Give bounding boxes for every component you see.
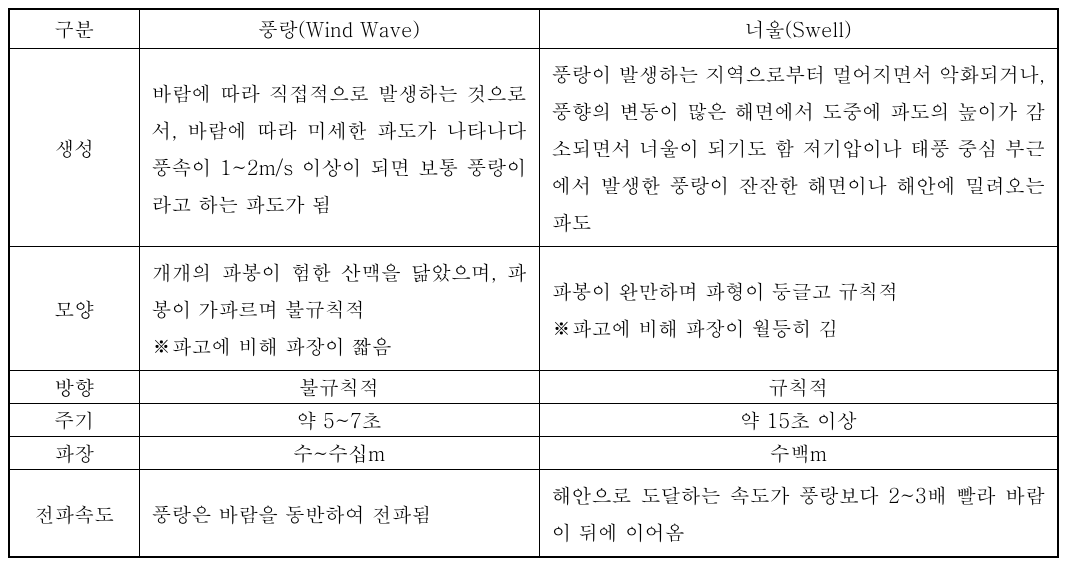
row-propagation: 전파속도 풍랑은 바람을 동반하여 전파됨 해안으로 도달하는 속도가 풍랑보다… xyxy=(9,470,1058,558)
cell-shape-swell: 파봉이 완만하며 파형이 둥글고 규칙적 ※파고에 비해 파장이 월등히 김 xyxy=(539,247,1058,371)
shape-swell-text2: ※파고에 비해 파장이 월등히 김 xyxy=(552,313,839,342)
label-generation: 생성 xyxy=(9,49,139,247)
cell-shape-windwave: 개개의 파봉이 험한 산맥을 닮았으며, 파봉이 가파르며 불규칙적 ※파고에 … xyxy=(139,247,539,371)
label-propagation: 전파속도 xyxy=(9,470,139,558)
label-period: 주기 xyxy=(9,404,139,437)
cell-direction-swell: 규칙적 xyxy=(539,371,1058,404)
cell-wavelength-swell: 수백m xyxy=(539,437,1058,470)
shape-windwave-text2: ※파고에 비해 파장이 짧음 xyxy=(152,331,392,360)
header-category: 구분 xyxy=(9,9,139,49)
label-direction: 방향 xyxy=(9,371,139,404)
row-wavelength: 파장 수~수십m 수백m xyxy=(9,437,1058,470)
header-swell: 너울(Swell) xyxy=(539,9,1058,49)
cell-period-swell: 약 15초 이상 xyxy=(539,404,1058,437)
cell-generation-swell: 풍랑이 발생하는 지역으로부터 멀어지면서 악화되거나, 풍향의 변동이 많은 … xyxy=(539,49,1058,247)
table-header-row: 구분 풍랑(Wind Wave) 너울(Swell) xyxy=(9,9,1058,49)
row-generation: 생성 바람에 따라 직접적으로 발생하는 것으로서, 바람에 따라 미세한 파도… xyxy=(9,49,1058,247)
shape-swell-text1: 파봉이 완만하며 파형이 둥글고 규칙적 xyxy=(552,276,899,305)
cell-propagation-swell: 해안으로 도달하는 속도가 풍랑보다 2~3배 빨라 바람이 뒤에 이어옴 xyxy=(539,470,1058,558)
row-period: 주기 약 5~7초 약 15초 이상 xyxy=(9,404,1058,437)
cell-direction-windwave: 불규칙적 xyxy=(139,371,539,404)
shape-windwave-text1: 개개의 파봉이 험한 산맥을 닮았으며, 파봉이 가파르며 불규칙적 xyxy=(152,257,527,323)
wave-comparison-table: 구분 풍랑(Wind Wave) 너울(Swell) 생성 바람에 따라 직접적… xyxy=(8,8,1059,558)
cell-period-windwave: 약 5~7초 xyxy=(139,404,539,437)
cell-wavelength-windwave: 수~수십m xyxy=(139,437,539,470)
cell-propagation-windwave: 풍랑은 바람을 동반하여 전파됨 xyxy=(139,470,539,558)
header-windwave: 풍랑(Wind Wave) xyxy=(139,9,539,49)
cell-generation-windwave: 바람에 따라 직접적으로 발생하는 것으로서, 바람에 따라 미세한 파도가 나… xyxy=(139,49,539,247)
row-shape: 모양 개개의 파봉이 험한 산맥을 닮았으며, 파봉이 가파르며 불규칙적 ※파… xyxy=(9,247,1058,371)
row-direction: 방향 불규칙적 규칙적 xyxy=(9,371,1058,404)
label-shape: 모양 xyxy=(9,247,139,371)
label-wavelength: 파장 xyxy=(9,437,139,470)
